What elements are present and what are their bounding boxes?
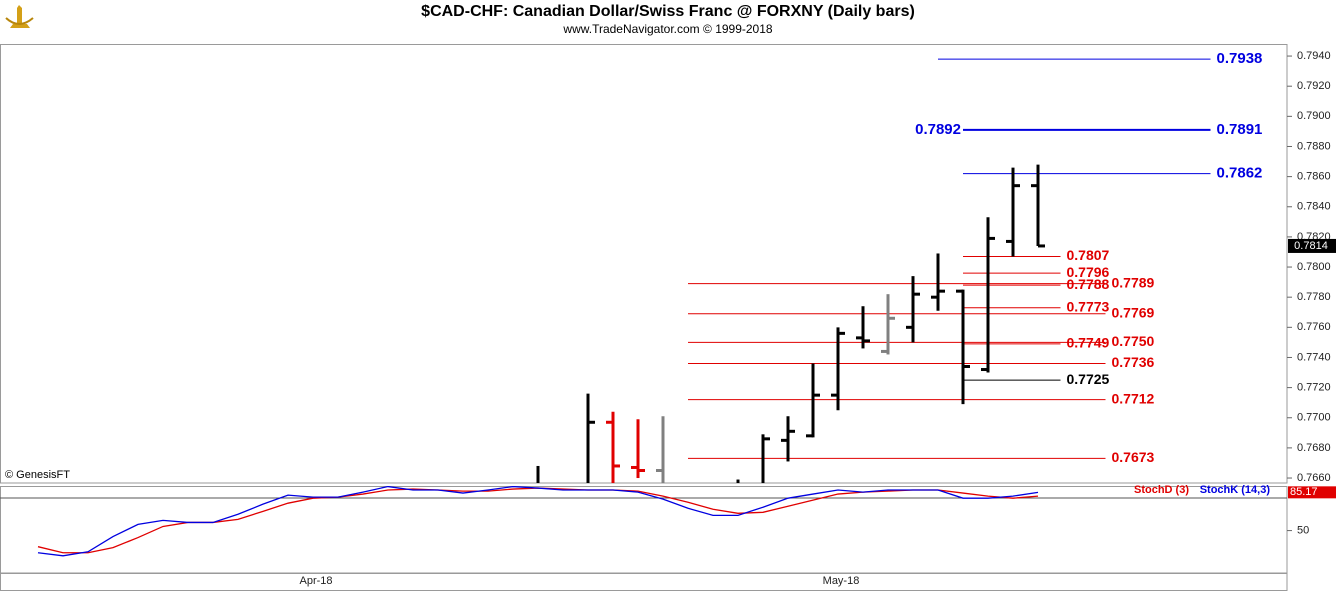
level-label: 0.7749 [1067,335,1110,351]
y-tick-label: 0.7700 [1297,412,1331,424]
y-tick-label: 0.7740 [1297,351,1331,363]
y-tick-label: 0.7800 [1297,261,1331,273]
logo-shape [10,5,30,28]
x-axis-strip [0,573,1288,591]
y-tick-label: 0.7860 [1297,171,1331,183]
chart-title: $CAD-CHF: Canadian Dollar/Swiss Franc @ … [421,3,915,20]
price-pane [0,44,1288,484]
y-tick-label: 0.7940 [1297,50,1331,62]
level-label: 0.7712 [1112,390,1155,406]
level-label: 0.7807 [1067,247,1110,263]
price-plot: 0.79380.78910.78920.78620.78070.77960.77… [536,50,1263,483]
level-label: 0.7750 [1112,333,1155,349]
legend-entry: StochD (3) [1134,484,1189,496]
watermark: © GenesisFT [5,469,70,481]
y-tick-label: 0.7780 [1297,291,1331,303]
level-label: 0.7736 [1112,354,1155,370]
overlay: 0.7660 0.7680 0.7700 0.7720 0.7740 0.7760 0.77… [299,50,1336,587]
y-tick-label: 0.7660 [1297,472,1331,484]
x-tick-label: May-18 [823,575,860,587]
logo-arc [5,17,34,25]
level-label: 0.7673 [1112,449,1155,465]
x-tick-label: Apr-18 [299,575,332,587]
level-label: 0.7788 [1067,276,1110,292]
y-tick-label: 0.7720 [1297,382,1331,394]
level-label: 0.7862 [1217,165,1263,182]
y-tick-label: 0.7760 [1297,321,1331,333]
level-label: 0.7891 [1217,121,1263,138]
last-value-box [1288,486,1336,499]
level-label: 0.7796 [1067,264,1110,280]
legend-entry: StochK (14,3) [1200,484,1271,496]
y-tick-label: 0.7840 [1297,201,1331,213]
last-price-label: 0.7814 [1294,240,1328,252]
y-tick-label: 0.7920 [1297,80,1331,92]
last-value-label: 85.17 [1290,486,1318,498]
y-tick-label: 0.7680 [1297,442,1331,454]
last-price-box [1288,238,1336,253]
y-tick-label: 50 [1297,524,1309,536]
stoch-plot [0,486,1287,557]
chart-subtitle: www.TradeNavigator.com © 1999-2018 [562,22,772,36]
level-label: 0.7938 [1217,50,1263,67]
level-label: 0.7773 [1067,298,1110,314]
level-left-label: 0.7892 [915,121,961,138]
stoch-line [37,486,1039,557]
logo [5,5,34,28]
y-tick-label: 0.7900 [1297,110,1331,122]
level-label: 0.7725 [1067,371,1110,387]
level-label: 0.7789 [1112,274,1155,290]
stoch-pane [0,486,1288,574]
level-label: 0.7769 [1112,304,1155,320]
y-tick-label: 0.7880 [1297,140,1331,152]
